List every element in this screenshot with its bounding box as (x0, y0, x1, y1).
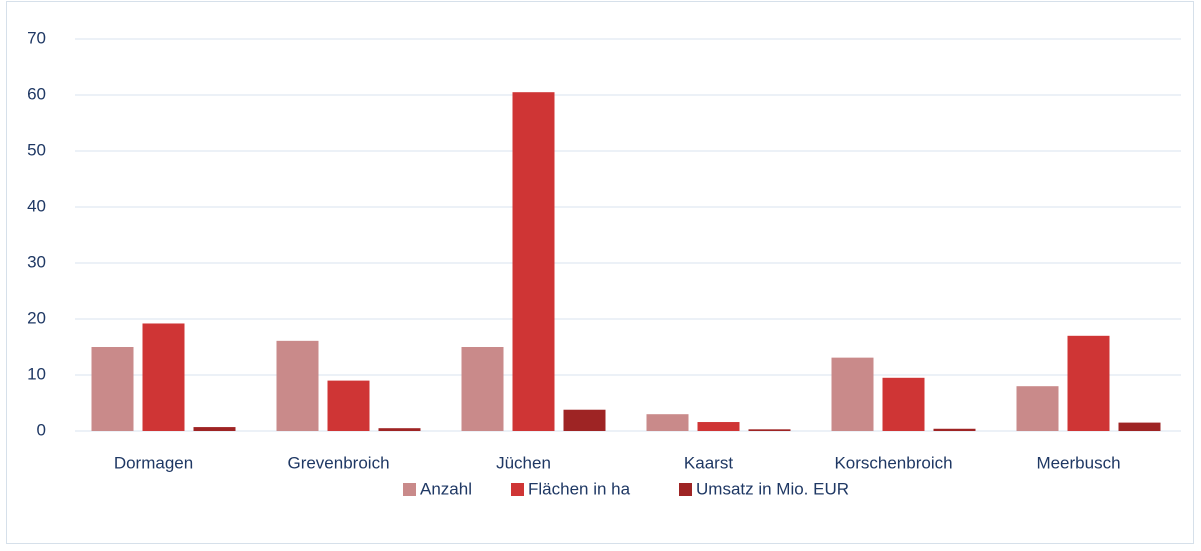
y-tick-label: 20 (27, 308, 46, 327)
bar (831, 357, 874, 431)
bar (193, 427, 236, 431)
chart-border (6, 1, 1194, 544)
bar (142, 323, 185, 431)
legend-swatch (403, 483, 416, 496)
x-tick-label: Jüchen (496, 453, 551, 472)
bar (1016, 386, 1059, 431)
bar (512, 92, 555, 431)
y-tick-label: 60 (27, 84, 46, 103)
y-tick-label: 30 (27, 252, 46, 271)
bar (1118, 422, 1161, 431)
bar (378, 428, 421, 431)
bar (748, 429, 791, 431)
bar (91, 347, 134, 431)
x-tick-label: Grevenbroich (287, 453, 389, 472)
y-tick-label: 70 (27, 28, 46, 47)
bar (327, 380, 370, 431)
bar (563, 409, 606, 431)
bar (882, 377, 925, 431)
legend-label: Anzahl (420, 479, 472, 498)
legend-swatch (679, 483, 692, 496)
bar (1067, 335, 1110, 431)
x-tick-label: Kaarst (684, 453, 733, 472)
x-tick-label: Meerbusch (1036, 453, 1120, 472)
y-tick-label: 50 (27, 140, 46, 159)
legend-swatch (511, 483, 524, 496)
bar (276, 340, 319, 431)
y-tick-label: 40 (27, 196, 46, 215)
bar (646, 414, 689, 431)
x-tick-label: Korschenbroich (834, 453, 952, 472)
bar (933, 428, 976, 431)
bar (697, 422, 740, 431)
bar (461, 347, 504, 431)
y-tick-label: 0 (37, 420, 46, 439)
legend-label: Flächen in ha (528, 479, 631, 498)
legend-label: Umsatz in Mio. EUR (696, 479, 849, 498)
y-tick-label: 10 (27, 364, 46, 383)
x-tick-label: Dormagen (114, 453, 193, 472)
